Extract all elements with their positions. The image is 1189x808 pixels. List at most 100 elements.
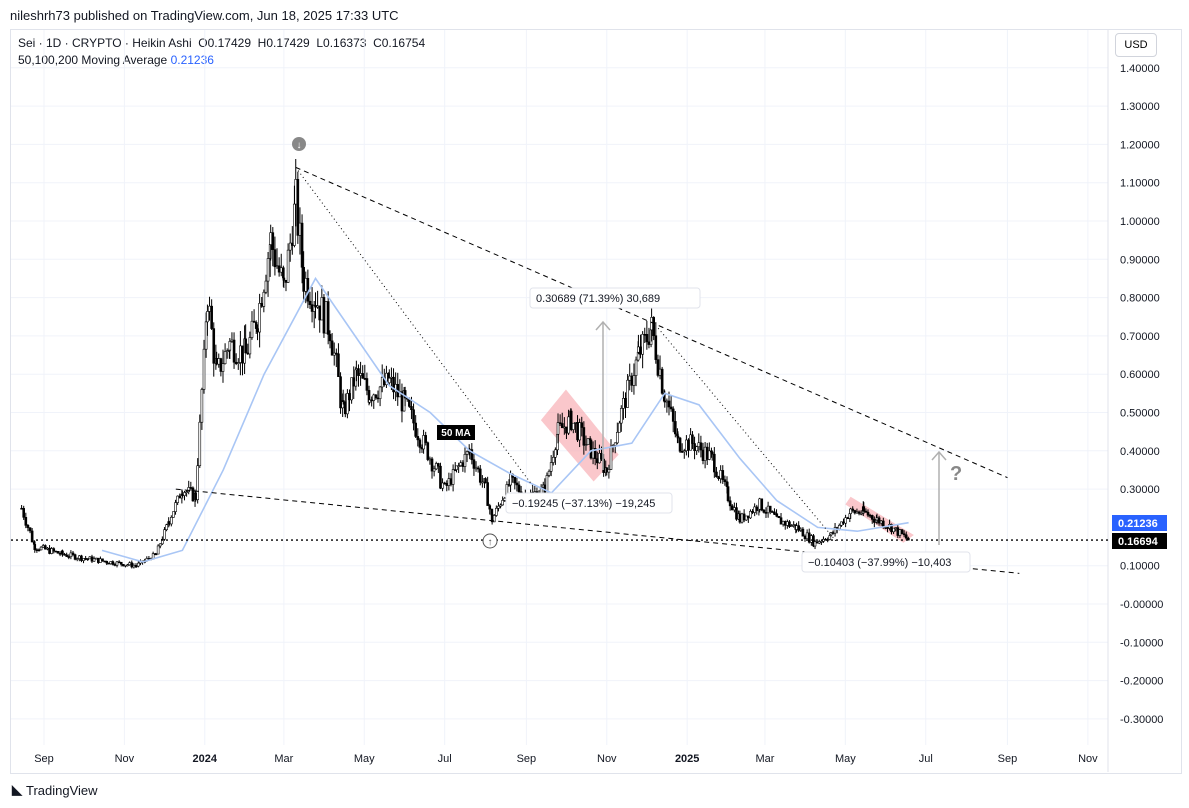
candle-body (191, 487, 195, 502)
candle-body (680, 451, 684, 453)
candle-body (308, 300, 312, 305)
candle-body (565, 426, 568, 434)
candle-body (726, 486, 730, 502)
publish-info: nileshrh73 published on TradingView.com,… (10, 8, 399, 23)
candle-body (719, 470, 722, 479)
candle-body (451, 469, 455, 485)
candle-body (109, 561, 112, 565)
candle-body (61, 550, 64, 555)
y-tick-label: 0.60000 (1120, 369, 1160, 381)
candle-body (879, 520, 883, 524)
candle-body (286, 249, 290, 283)
candle-body (497, 505, 500, 509)
candle-body (430, 458, 434, 472)
candle-body (99, 558, 102, 563)
candle-body (298, 222, 302, 236)
candle-body (39, 546, 43, 551)
candle-body (749, 511, 752, 519)
candle-body (799, 528, 803, 531)
candle-body (194, 493, 197, 500)
candle-body (206, 311, 209, 323)
candle-body (215, 358, 218, 365)
candle-body (810, 535, 813, 543)
candle-body (486, 482, 489, 506)
candle-body (374, 394, 378, 399)
candle-body (33, 544, 37, 550)
candle-body (551, 456, 555, 463)
candle-body (609, 446, 613, 470)
candle-body (744, 515, 748, 521)
candle-body (449, 478, 453, 485)
candle-body (768, 505, 772, 512)
candle-body (254, 322, 258, 329)
candle-body (904, 534, 908, 539)
candle-body (857, 511, 861, 514)
candle-body (840, 521, 843, 526)
candle-body (183, 492, 186, 496)
candle-body (708, 450, 711, 460)
candle-body (86, 558, 90, 560)
tradingview-logo[interactable]: ◣ TradingView (12, 782, 98, 798)
candle-body (730, 505, 734, 511)
candle-body (515, 482, 519, 486)
y-tick-label: 0.90000 (1120, 254, 1160, 266)
candle-body (412, 409, 415, 424)
candle-body (817, 541, 821, 544)
candle-body (170, 517, 173, 525)
candle-body (470, 449, 474, 461)
candle-body (128, 562, 131, 566)
y-tick-label: 0.50000 (1120, 408, 1160, 420)
candle-body (875, 517, 879, 521)
candle-body (239, 345, 242, 363)
candle-body (569, 410, 573, 430)
candle-body (626, 379, 629, 408)
candle-body (122, 564, 125, 567)
candle-body (723, 479, 727, 482)
candle-body (65, 554, 68, 557)
arrow-up-icon (482, 533, 498, 549)
candle-body (228, 341, 232, 351)
candle-body (892, 527, 895, 533)
candle-body (137, 562, 140, 567)
candle-body (687, 439, 690, 451)
candle-body (341, 400, 345, 403)
candle-body (558, 422, 562, 424)
measure-down-label-box (505, 492, 673, 514)
candle-body (132, 565, 136, 568)
candle-body (595, 458, 599, 464)
candle-body (674, 421, 677, 435)
ma-price-badge-text: 0.21236 (1118, 518, 1158, 530)
candle-body (873, 519, 876, 523)
candle-body (252, 320, 256, 323)
x-tick-label: Sep (517, 753, 537, 765)
y-tick-label: 1.10000 (1120, 178, 1160, 190)
candle-body (742, 513, 746, 521)
candle-body (134, 565, 138, 568)
candle-body (855, 511, 859, 514)
candle-body (790, 525, 793, 527)
candle-body (735, 507, 738, 520)
candle-body (368, 399, 371, 403)
candle-body (41, 545, 45, 548)
x-tick-label: 2024 (193, 753, 218, 765)
candle-body (370, 399, 373, 402)
candle-body (671, 408, 675, 422)
ma-legend[interactable]: 50,100,200 Moving Average 0.21236 (18, 52, 425, 69)
candle-body (282, 277, 286, 281)
candle-body (740, 513, 744, 523)
candle-body (902, 533, 906, 536)
candle-body (324, 301, 328, 334)
candle-body (762, 509, 766, 513)
candle-body (212, 328, 216, 364)
candle-body (288, 242, 292, 251)
candle-body (73, 554, 77, 560)
candle-body (165, 524, 168, 531)
candle-body (572, 422, 575, 430)
candle-body (94, 557, 98, 560)
candle-body (217, 358, 221, 365)
candle-body (831, 532, 835, 534)
candle-body (355, 368, 358, 371)
candle-body (645, 334, 649, 343)
currency-button[interactable]: USD (1115, 33, 1157, 57)
